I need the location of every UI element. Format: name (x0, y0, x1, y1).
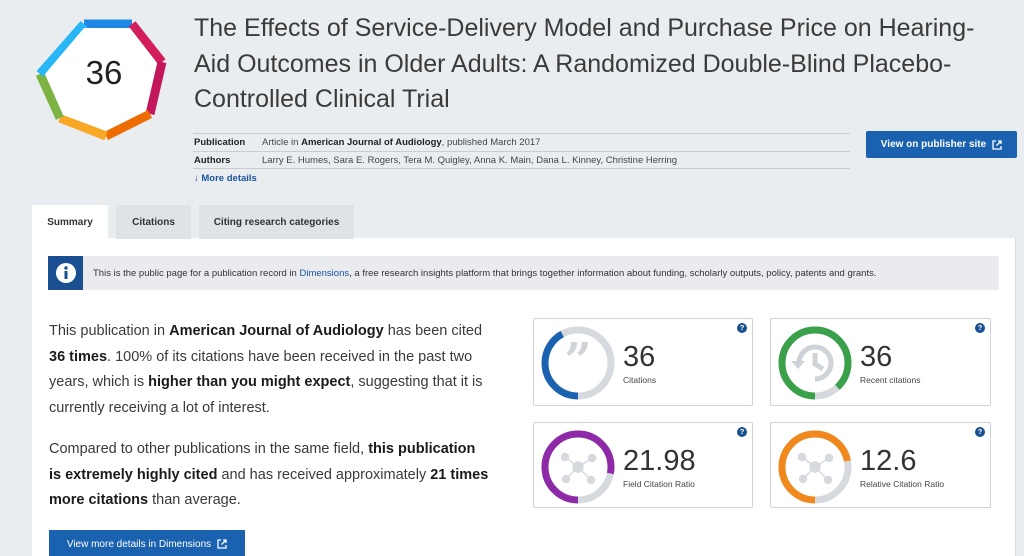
citations-value: 36 (623, 341, 656, 373)
authors-row: Authors Larry E. Humes, Sara E. Rogers, … (193, 151, 850, 169)
help-icon[interactable]: ? (975, 427, 985, 437)
field-citation-ratio-value: 21.98 (623, 445, 696, 477)
relative-citation-ratio-gauge (778, 430, 852, 504)
field-citation-ratio-gauge (541, 430, 615, 504)
publication-value: Article in American Journal of Audiology… (262, 137, 541, 148)
journal-name: American Journal of Audiology (301, 137, 442, 148)
help-icon[interactable]: ? (975, 323, 985, 333)
summary-paragraph-2: Compared to other publications in the sa… (49, 441, 489, 508)
field-citation-ratio-card: 21.98 Field Citation Ratio ? (533, 422, 753, 508)
network-icon (560, 452, 597, 485)
citations-card: ” 36 Citations ? (533, 318, 753, 406)
quote-icon: ” (564, 333, 592, 389)
citations-gauge: ” (541, 326, 615, 400)
recent-citations-card: 36 Recent citations ? (770, 318, 991, 406)
info-icon (48, 256, 83, 290)
view-on-publisher-button[interactable]: View on publisher site (866, 131, 1017, 158)
publication-row: Publication Article in American Journal … (193, 133, 850, 151)
attention-badge: 36 (32, 14, 176, 150)
recent-citations-label: Recent citations (860, 375, 921, 385)
help-icon[interactable]: ? (737, 323, 747, 333)
relative-citation-ratio-value: 12.6 (860, 445, 917, 477)
badge-hexagon-icon (35, 19, 167, 141)
tab-citing-research-categories[interactable]: Citing research categories (199, 205, 354, 239)
network-icon (797, 452, 834, 485)
tab-citations[interactable]: Citations (116, 205, 191, 239)
tab-bar: Summary Citations Citing research catego… (32, 205, 362, 239)
external-link-icon (217, 539, 227, 549)
external-link-icon (992, 139, 1002, 150)
info-banner: This is the public page for a publicatio… (48, 256, 999, 290)
badge-score: 36 (85, 54, 123, 91)
authors-value: Larry E. Humes, Sara E. Rogers, Tera M. … (262, 154, 678, 166)
history-clock-icon (796, 344, 834, 382)
help-icon[interactable]: ? (737, 427, 747, 437)
recent-citations-value: 36 (860, 341, 893, 373)
citations-label: Citations (623, 375, 657, 385)
recent-citations-gauge (778, 326, 852, 400)
relative-citation-ratio-card: 12.6 Relative Citation Ratio ? (770, 422, 991, 508)
more-details-link[interactable]: ↓ More details (194, 173, 257, 184)
publication-label: Publication (194, 137, 246, 148)
tab-summary[interactable]: Summary (32, 205, 108, 239)
authors-label: Authors (194, 154, 231, 166)
view-in-dimensions-button[interactable]: View more details in Dimensions (49, 530, 245, 556)
field-citation-ratio-label: Field Citation Ratio (623, 479, 695, 489)
info-text: This is the public page for a publicatio… (93, 267, 877, 279)
summary-paragraph-1: This publication in American Journal of … (49, 323, 483, 416)
dimensions-link[interactable]: Dimensions (299, 267, 350, 279)
page-title: The Effects of Service-Delivery Model an… (194, 14, 975, 113)
relative-citation-ratio-label: Relative Citation Ratio (860, 479, 945, 489)
arrow-down-icon: ↓ (194, 173, 199, 184)
